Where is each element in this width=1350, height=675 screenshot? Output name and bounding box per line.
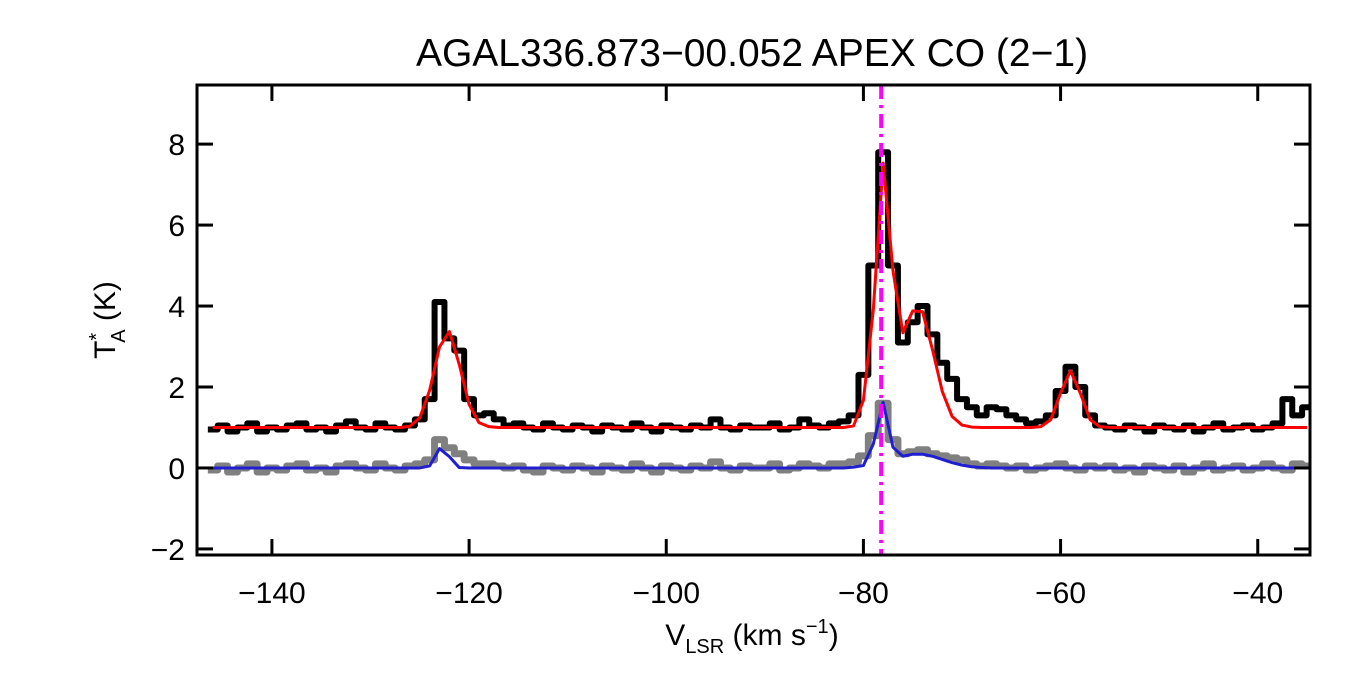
x-tick-label: −80 (838, 577, 889, 610)
x-tick-label: −140 (238, 577, 306, 610)
x-label-main: V (665, 619, 685, 652)
x-tick-label: −60 (1035, 577, 1086, 610)
spectrum-line (207, 399, 1310, 476)
x-label-unit: (km s (724, 619, 806, 652)
x-tick-label: −100 (632, 577, 700, 610)
y-label-sub: A (108, 329, 130, 343)
y-label-unit: (K) (89, 281, 122, 329)
spectrum-line (212, 161, 1308, 429)
y-label-main: T (89, 341, 122, 359)
spectrum-line (207, 149, 1310, 435)
y-tick-label: 8 (168, 129, 185, 162)
x-label-sub: LSR (685, 636, 724, 658)
y-axis-label: T*A (K) (86, 281, 130, 359)
y-tick-label: 6 (168, 210, 185, 243)
x-axis-label: VLSR (km s−1) (665, 616, 838, 658)
chart-title: AGAL336.873−00.052 APEX CO (2−1) (416, 32, 1088, 75)
y-tick-label: −2 (151, 534, 185, 567)
plot-frame (195, 83, 1312, 557)
x-label-close: ) (829, 619, 839, 652)
x-label-sup: −1 (806, 616, 829, 638)
x-tick-label: −120 (435, 577, 503, 610)
y-tick-label: 4 (168, 291, 185, 324)
spectrum-line (212, 400, 1308, 470)
x-tick-label: −40 (1232, 577, 1283, 610)
y-tick-label: 2 (168, 372, 185, 405)
y-label-sup: * (86, 333, 108, 341)
y-tick-label: 0 (168, 453, 185, 486)
